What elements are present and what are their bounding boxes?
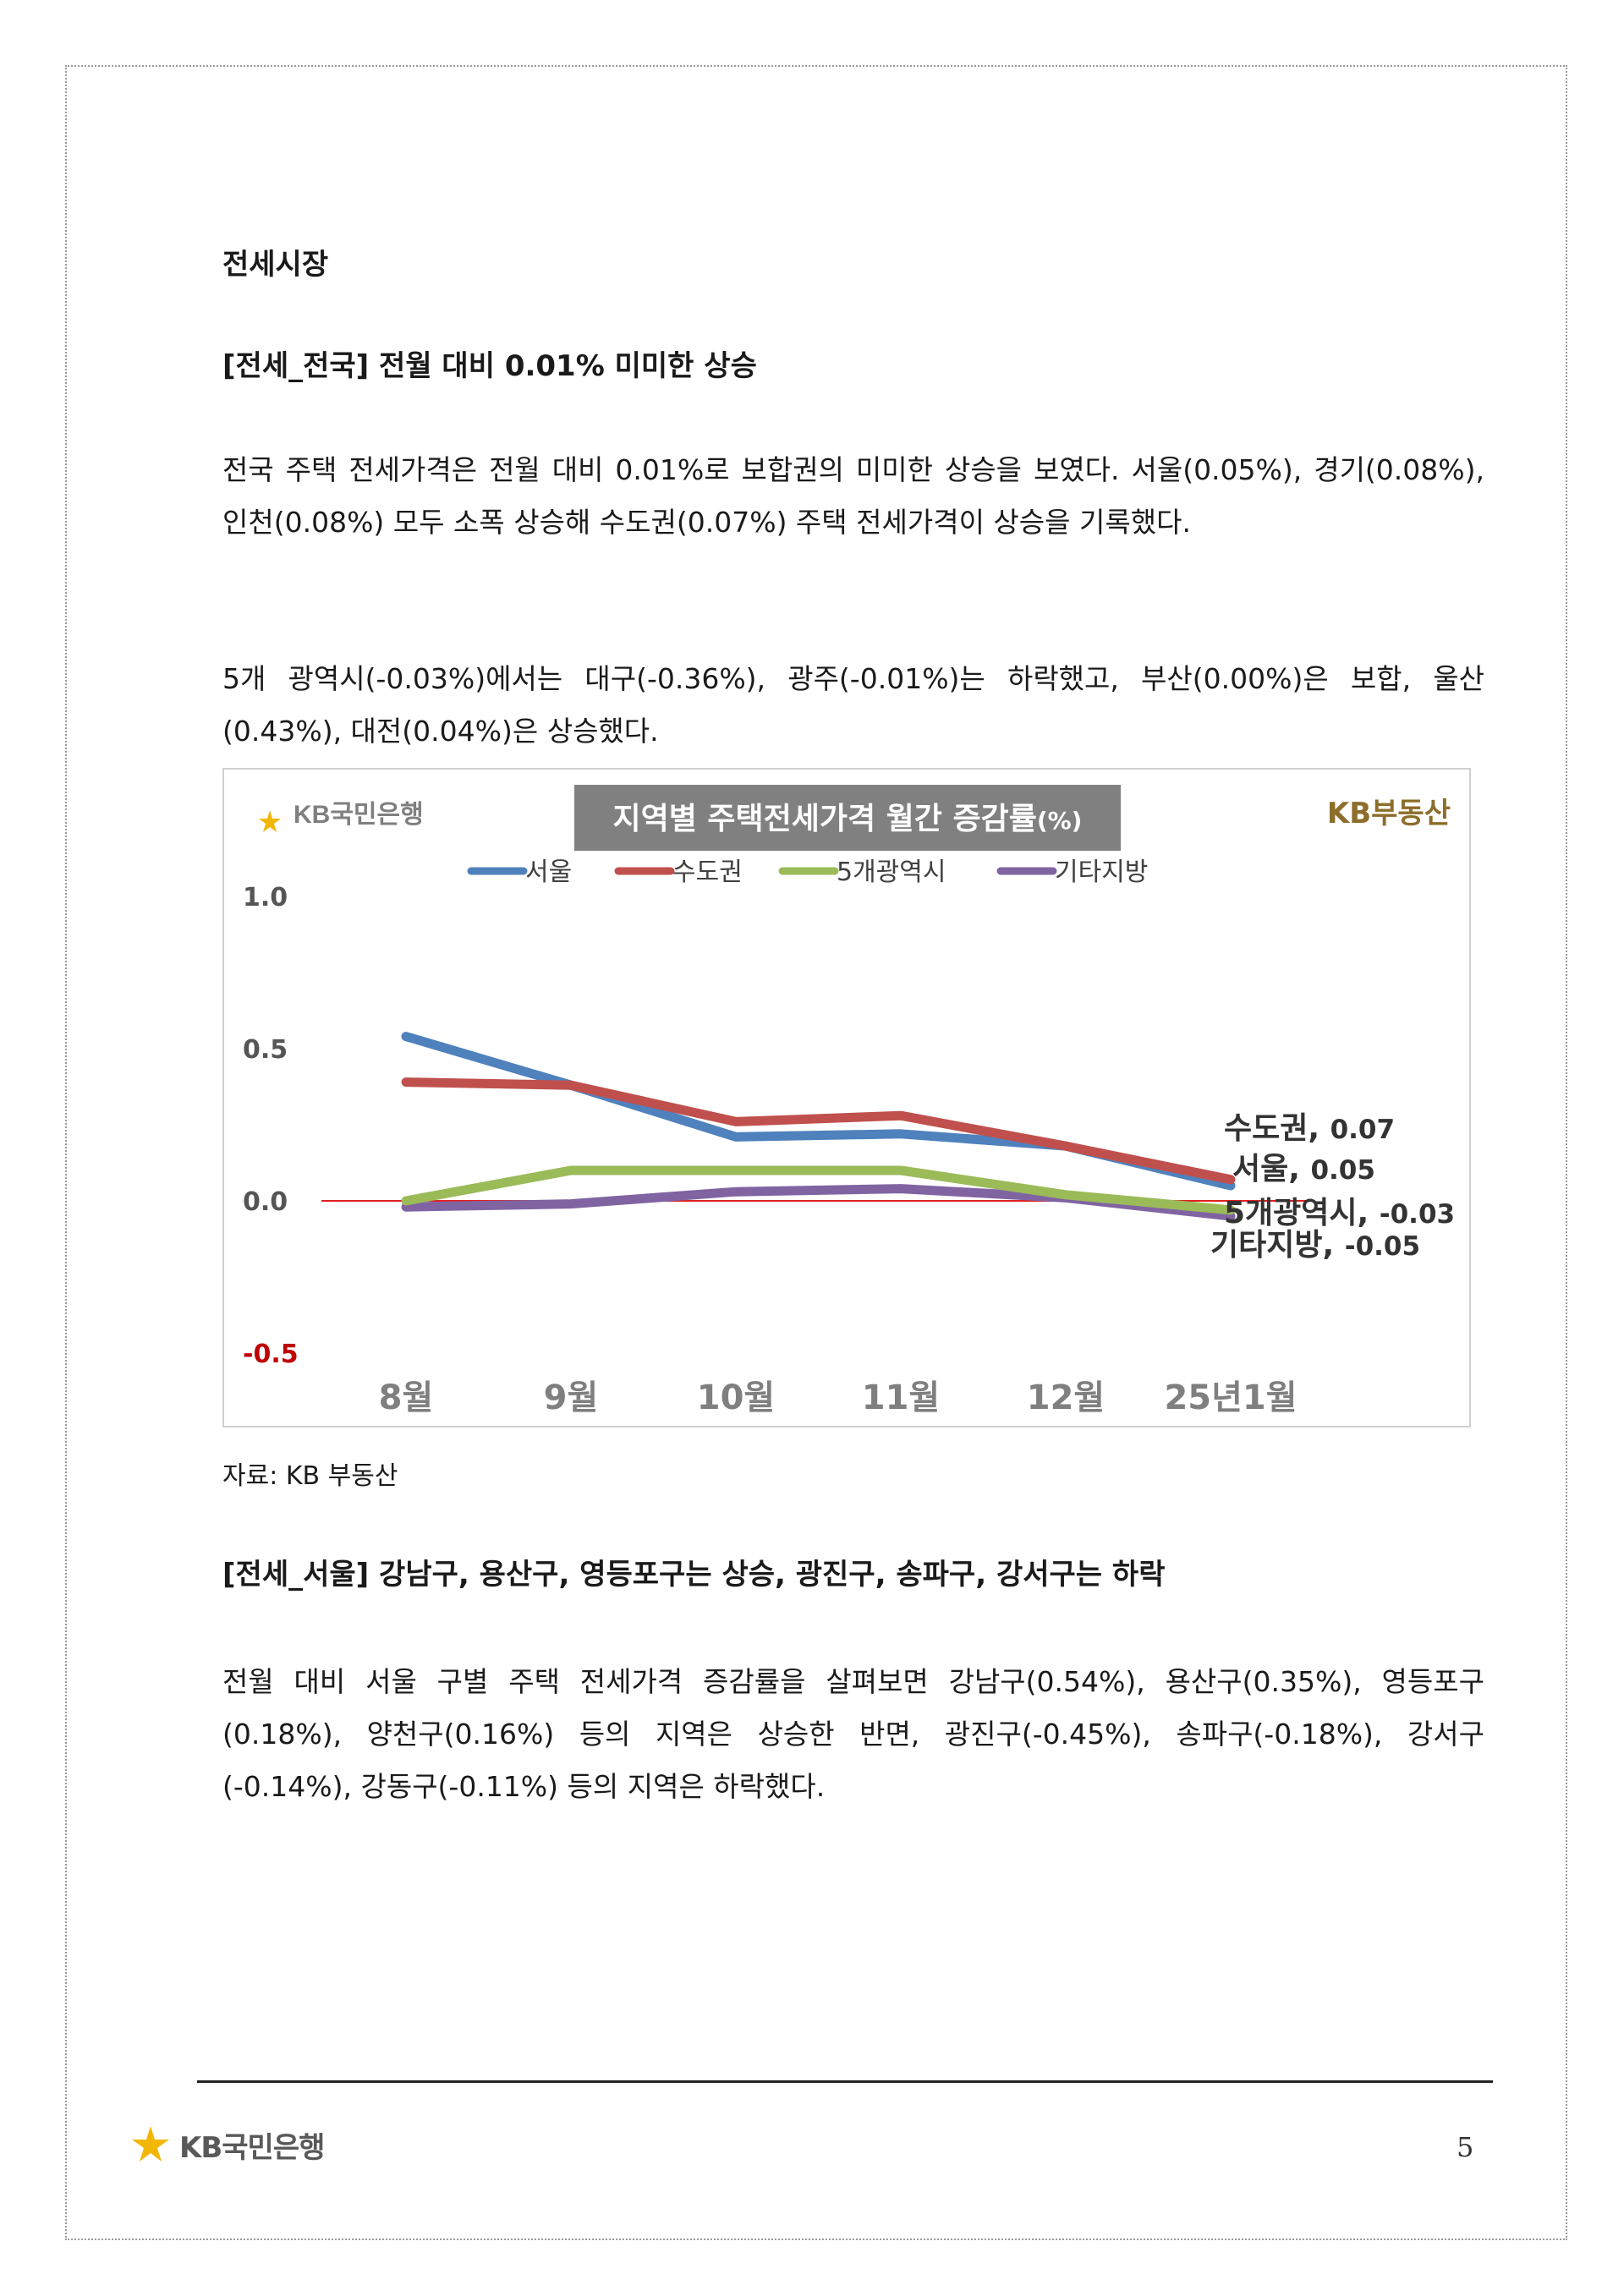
x-tick-label: 8월 <box>379 1378 434 1417</box>
x-tick-label: 10월 <box>697 1378 775 1417</box>
page-frame <box>65 65 1567 2240</box>
y-tick-label: 1.0 <box>243 883 288 912</box>
heading-seoul: [전세_서울] 강남구, 용산구, 영등포구는 상승, 광진구, 송파구, 강서… <box>222 1558 1166 1592</box>
y-tick-label: 0.5 <box>243 1035 288 1065</box>
chart-title: 지역별 주택전세가격 월간 증감률(%) <box>613 802 1083 836</box>
chart-logo-left-text: KB국민은행 <box>294 801 424 829</box>
jeonse-change-chart: KB국민은행 KB부동산 지역별 주택전세가격 월간 증감률(%) 1.0 0.5… <box>222 768 1471 1427</box>
kb-star-icon <box>259 810 281 832</box>
series-line-capital <box>401 1077 1236 1185</box>
series-line-seoul <box>401 1032 1236 1191</box>
legend-label-metro: 5개광역시 <box>837 858 946 887</box>
legend-label-seoul: 서울 <box>525 858 572 887</box>
end-label-metro: 5개광역시, -0.03 <box>1224 1196 1455 1230</box>
end-label-seoul: 서울, 0.05 <box>1232 1152 1375 1186</box>
chart-logo-left: KB국민은행 <box>259 801 424 832</box>
x-tick-label: 11월 <box>862 1378 940 1417</box>
section-title: 전세시장 <box>222 248 329 282</box>
series-line-metro <box>401 1165 1236 1215</box>
chart-logo-right: KB부동산 <box>1327 797 1451 830</box>
page-number: 5 <box>1457 2131 1474 2163</box>
x-tick-label: 25년1월 <box>1164 1378 1297 1417</box>
footer-logo-text: KB국민은행 <box>179 2130 325 2165</box>
y-tick-label: 0.0 <box>243 1187 288 1217</box>
end-label-other: 기타지방, -0.05 <box>1210 1228 1420 1263</box>
chart-svg: KB국민은행 KB부동산 지역별 주택전세가격 월간 증감률(%) 1.0 0.5… <box>243 785 1455 1417</box>
x-tick-label: 12월 <box>1027 1378 1105 1417</box>
kb-star-icon <box>132 2126 169 2162</box>
end-label-capital: 수도권, 0.07 <box>1224 1111 1395 1146</box>
chart-title-background <box>574 785 1121 851</box>
legend-label-capital: 수도권 <box>672 858 743 887</box>
legend-label-other: 기타지방 <box>1055 858 1148 887</box>
footer-logo: KB국민은행 <box>127 2121 325 2168</box>
y-tick-label: -0.5 <box>243 1340 299 1369</box>
heading-nationwide: [전세_전국] 전월 대비 0.01% 미미한 상승 <box>222 349 757 383</box>
source-note: 자료: KB 부동산 <box>222 1461 398 1491</box>
x-tick-label: 9월 <box>544 1378 599 1417</box>
paragraph-seoul: 전월 대비 서울 구별 주택 전세가격 증감률을 살펴보면 강남구(0.54%)… <box>222 1665 1484 1803</box>
paragraph-nationwide: 전국 주택 전세가격은 전월 대비 0.01%로 보합권의 미미한 상승을 보였… <box>222 453 1484 539</box>
footer-divider <box>197 2080 1493 2083</box>
paragraph-metro: 5개 광역시(-0.03%)에서는 대구(-0.36%), 광주(-0.01%)… <box>222 662 1484 748</box>
